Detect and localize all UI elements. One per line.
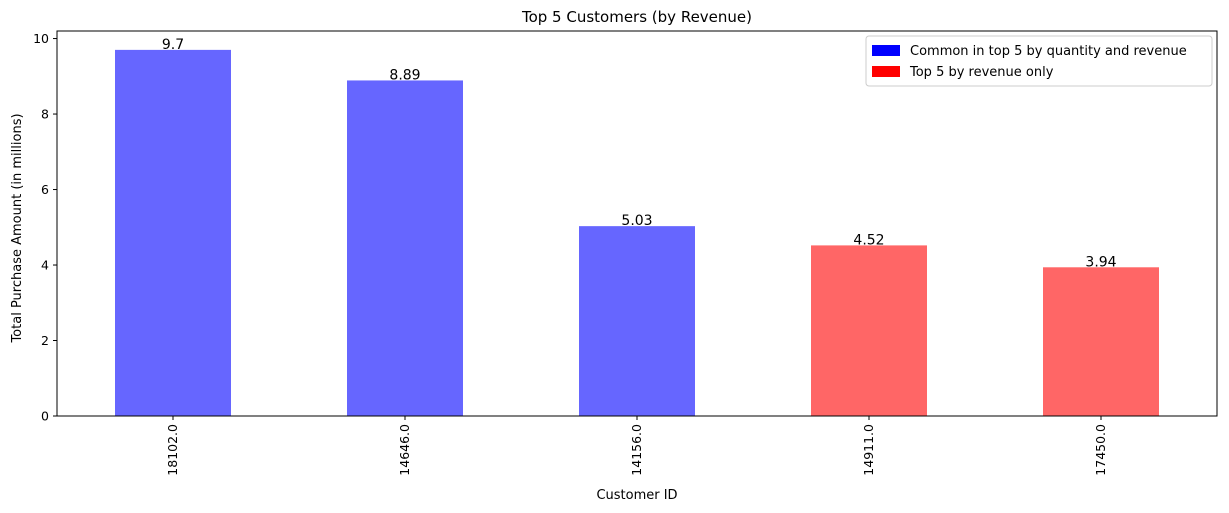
plot-frame <box>56 30 1218 417</box>
chart-title: Top 5 Customers (by Revenue) <box>521 8 752 26</box>
data-label-3: 4.52 <box>853 232 884 248</box>
x-tick-label-0: 18102.0 <box>165 424 180 476</box>
bar-4 <box>1043 267 1159 416</box>
x-tick-label-4: 17450.0 <box>1093 424 1108 476</box>
x-tick-label-1: 14646.0 <box>397 424 412 476</box>
legend: Common in top 5 by quantity and revenue T… <box>865 35 1213 87</box>
plot-area: 9.7 8.89 5.03 4.52 3.94 <box>115 37 1159 416</box>
y-tick-label-1: 2 <box>41 333 49 348</box>
x-axis-label: Customer ID <box>596 488 677 503</box>
legend-box <box>865 35 1213 87</box>
legend-label-revenue_only: Top 5 by revenue only <box>909 65 1054 80</box>
bar-3 <box>811 245 927 416</box>
x-axis: 18102.0 14646.0 14156.0 14911.0 17450.0 <box>165 416 1108 476</box>
data-label-2: 5.03 <box>621 213 652 229</box>
bar-1 <box>347 80 463 416</box>
x-tick-label-3: 14911.0 <box>861 424 876 476</box>
data-label-4: 3.94 <box>1085 254 1116 270</box>
y-axis-label: Total Purchase Amount (in millions) <box>10 113 25 343</box>
legend-swatch-revenue_only <box>872 66 900 77</box>
legend-label-common: Common in top 5 by quantity and revenue <box>910 44 1187 59</box>
data-label-0: 9.7 <box>162 37 184 53</box>
x-tick-label-2: 14156.0 <box>629 424 644 476</box>
legend-swatch-common <box>872 45 900 56</box>
bar-2 <box>579 226 695 416</box>
data-label-1: 8.89 <box>389 67 420 83</box>
y-tick-label-2: 4 <box>41 258 49 273</box>
y-tick-label-5: 10 <box>33 31 49 46</box>
y-tick-label-3: 6 <box>41 182 49 197</box>
y-axis: 0 2 4 6 8 10 <box>33 31 57 424</box>
y-tick-label-4: 8 <box>41 107 49 122</box>
y-tick-label-0: 0 <box>41 409 49 424</box>
bar-0 <box>115 49 231 416</box>
